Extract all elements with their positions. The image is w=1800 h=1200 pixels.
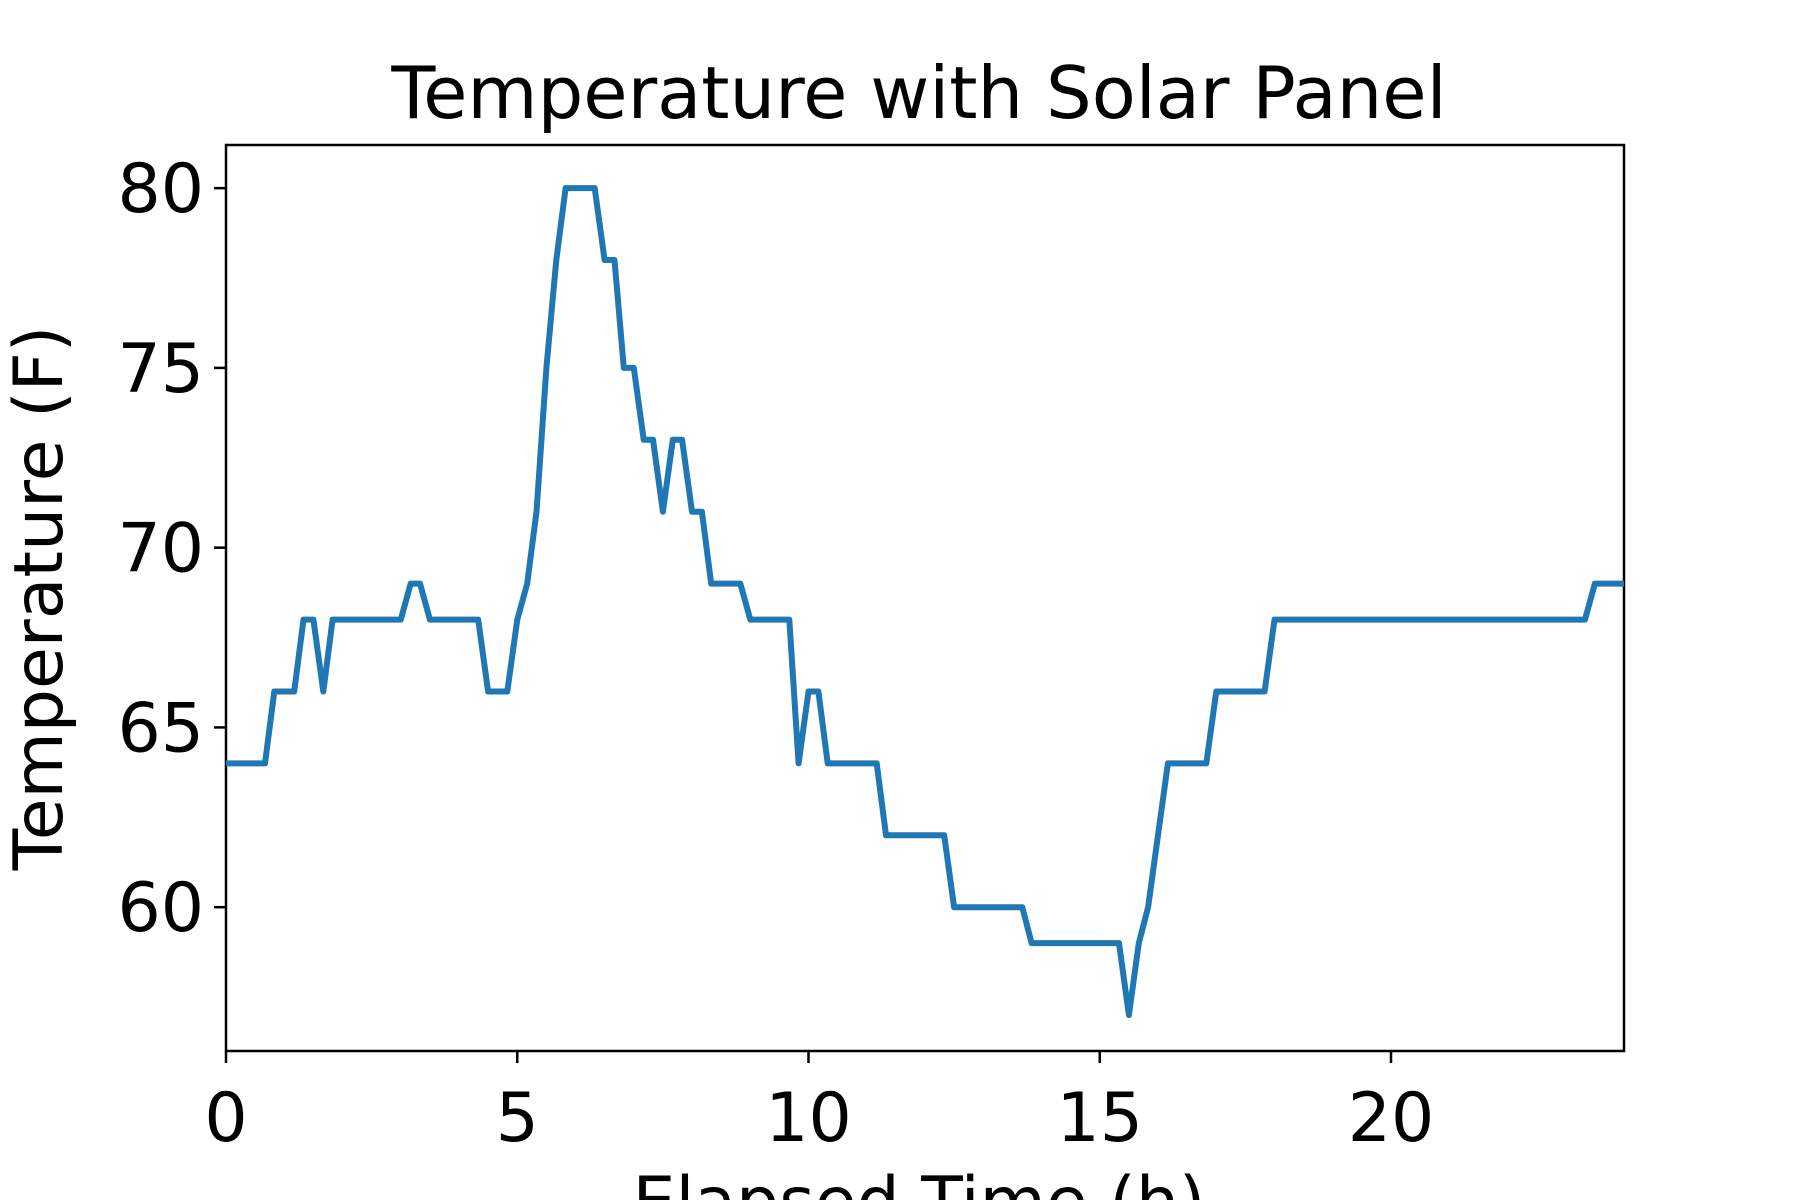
x-tick-label: 15 bbox=[1056, 1079, 1143, 1158]
y-tick-label: 70 bbox=[117, 510, 204, 589]
x-axis: 0 5 10 15 20 bbox=[204, 1051, 1434, 1158]
y-axis-label: Temperature (F) bbox=[0, 326, 79, 872]
x-tick-label: 5 bbox=[496, 1079, 539, 1158]
chart-title: Temperature with Solar Panel bbox=[390, 51, 1446, 135]
y-tick-label: 75 bbox=[117, 330, 204, 409]
temperature-series-line bbox=[226, 185, 1624, 1018]
y-tick-label: 65 bbox=[117, 689, 204, 768]
plot-area-frame bbox=[224, 143, 1626, 1053]
x-axis-label: Elapsed Time (h) bbox=[633, 1163, 1206, 1200]
x-tick-label: 10 bbox=[765, 1079, 852, 1158]
y-tick-label: 80 bbox=[117, 150, 204, 229]
x-tick-label: 20 bbox=[1348, 1079, 1435, 1158]
y-tick-label: 60 bbox=[117, 869, 204, 948]
x-tick-label: 0 bbox=[204, 1079, 247, 1158]
y-axis: 60 65 70 75 80 bbox=[117, 150, 226, 948]
